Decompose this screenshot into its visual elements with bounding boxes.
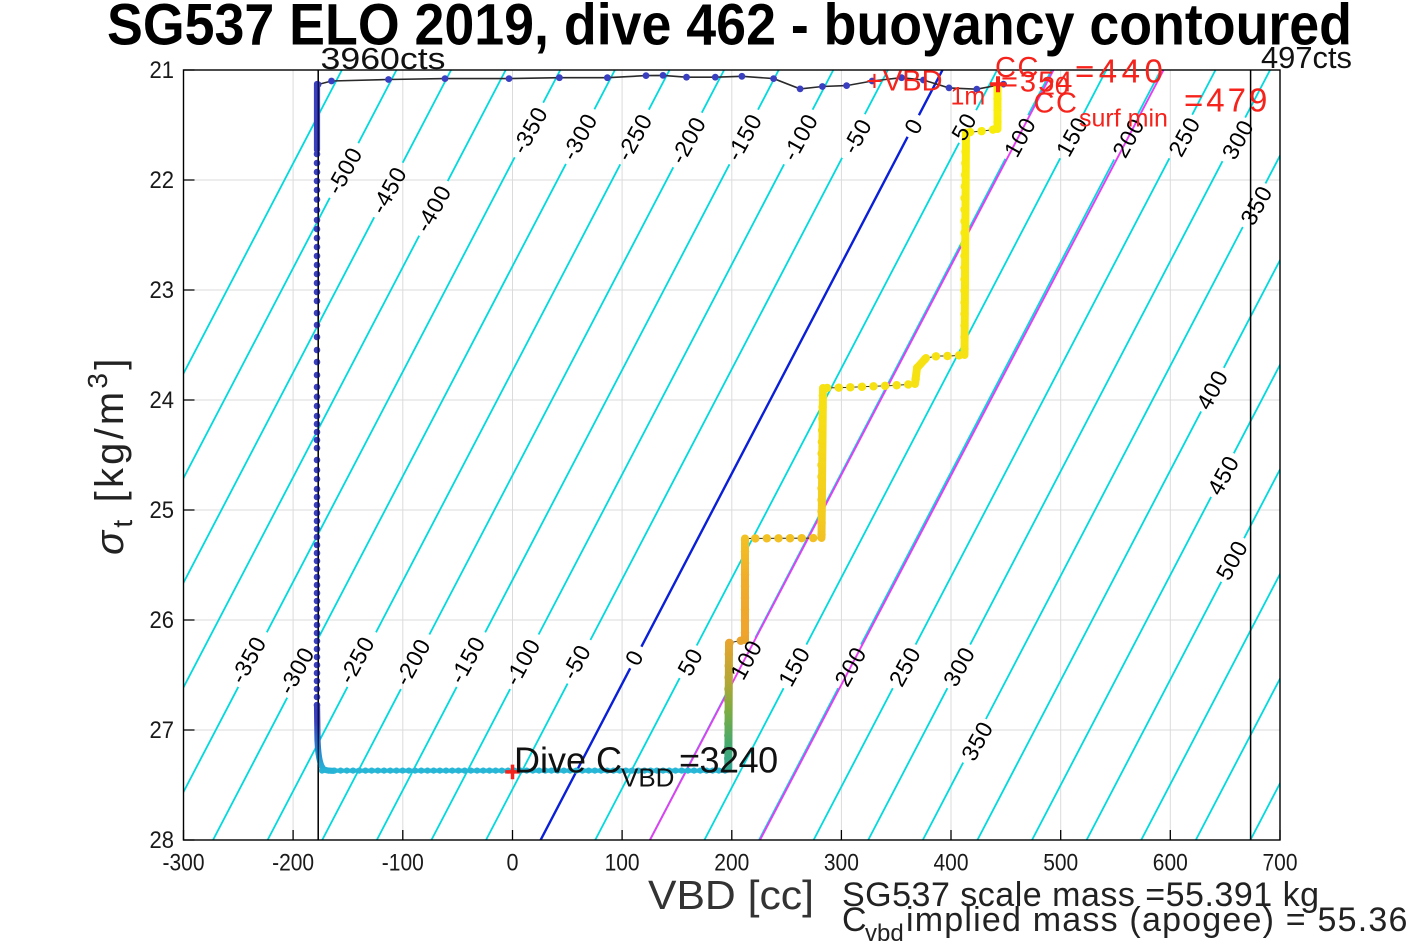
svg-text:300: 300 [824, 850, 859, 877]
svg-text:=440: =440 [1075, 52, 1167, 89]
svg-text:vbd: vbd [865, 920, 904, 945]
svg-text:implied mass (apogee) = 55.36: implied mass (apogee) = 55.36 [906, 901, 1409, 939]
svg-text:20: 20 [1041, 73, 1069, 101]
svg-text:500: 500 [1043, 850, 1078, 877]
svg-text:23: 23 [150, 277, 175, 304]
svg-text:CC: CC [995, 52, 1040, 84]
svg-text:-300: -300 [163, 850, 205, 877]
svg-text:21: 21 [150, 57, 175, 84]
svg-text:24: 24 [150, 387, 175, 414]
svg-text:600: 600 [1153, 850, 1188, 877]
svg-text:497cts: 497cts [1261, 40, 1352, 75]
svg-text:SG537 scale mass =55.391 kg: SG537 scale mass =55.391 kg [842, 876, 1320, 914]
svg-text:700: 700 [1263, 850, 1298, 877]
svg-text:VBD: VBD [621, 763, 674, 793]
svg-text:-200: -200 [272, 850, 314, 877]
svg-text:28: 28 [150, 827, 175, 854]
svg-text:Dive C: Dive C [514, 740, 622, 781]
svg-text:26: 26 [150, 607, 175, 634]
svg-text:1m: 1m [951, 83, 986, 111]
svg-text:C: C [842, 901, 867, 939]
svg-text:CC: CC [1034, 87, 1079, 119]
svg-text:400: 400 [934, 850, 969, 877]
svg-text:100: 100 [605, 850, 640, 877]
svg-text:0: 0 [507, 850, 519, 877]
svg-text:VBD [cc]: VBD [cc] [648, 872, 814, 918]
svg-text:SG537 ELO 2019, dive 462 - buo: SG537 ELO 2019, dive 462 - buoyancy cont… [107, 0, 1352, 58]
svg-text:-100: -100 [382, 850, 424, 877]
svg-text:surf min: surf min [1079, 105, 1168, 133]
svg-text:25: 25 [150, 497, 175, 524]
svg-text:=479: =479 [1184, 82, 1270, 119]
svg-text:=3240: =3240 [679, 740, 778, 781]
svg-text:3960cts: 3960cts [321, 41, 446, 76]
svg-text:σt [kg/m3]: σt [kg/m3] [82, 355, 138, 555]
svg-text:200: 200 [714, 850, 749, 877]
svg-text:=354: =354 [1001, 67, 1074, 99]
svg-text:22: 22 [150, 167, 175, 194]
svg-text:27: 27 [150, 717, 175, 744]
svg-text:+VBD: +VBD [866, 65, 943, 97]
